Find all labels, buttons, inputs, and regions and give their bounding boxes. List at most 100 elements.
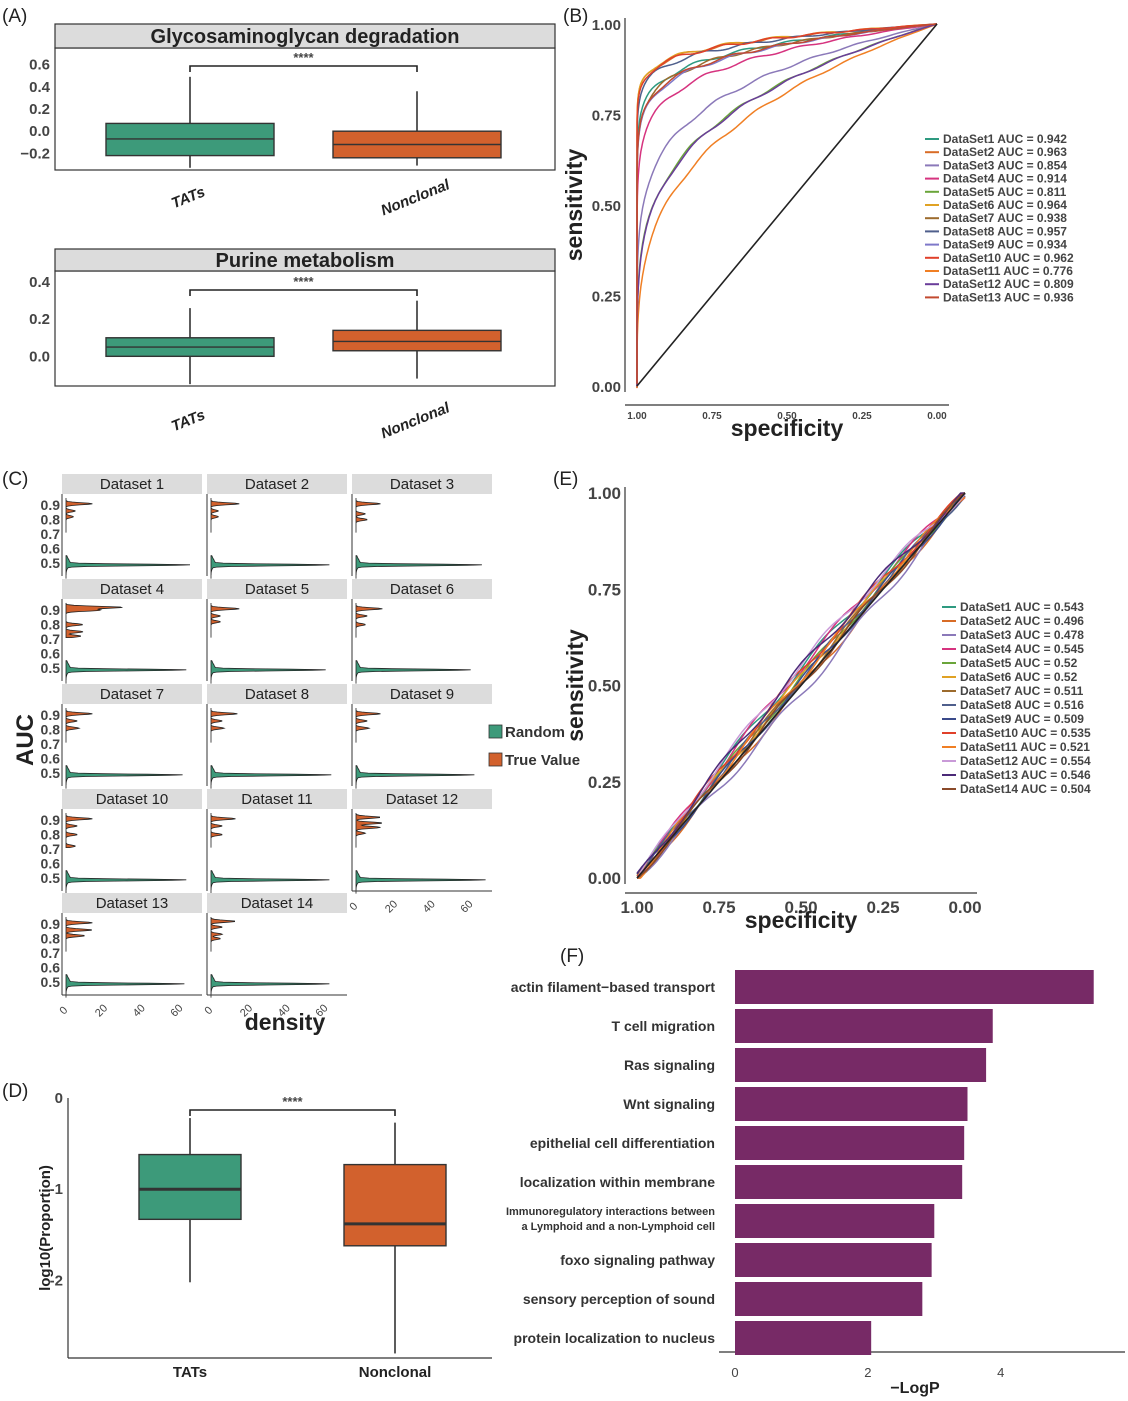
roc-curve-dataset-10 — [636, 23, 938, 386]
x-tick-label: 0.25 — [852, 411, 872, 422]
category-label: Immunoregulatory interactions between — [506, 1206, 715, 1218]
x-tick-label: 1.00 — [620, 898, 653, 917]
legend-entry: DataSet5 AUC = 0.811 — [943, 185, 1067, 199]
x-tick-label: 0 — [347, 900, 360, 913]
bar-9 — [735, 1282, 923, 1316]
facet-strip — [207, 893, 347, 913]
legend-entry: DataSet12 AUC = 0.554 — [960, 754, 1091, 768]
y-tick-label: −0.2 — [20, 145, 50, 162]
roc-curve-dataset-14 — [637, 492, 966, 879]
y-tick-label: 0.00 — [588, 869, 621, 888]
random-density-area — [210, 974, 330, 998]
random-density-area — [210, 555, 330, 579]
true-value-density-area — [210, 917, 235, 952]
panel-label-c: (C) — [2, 469, 28, 490]
y-tick-label: 0.25 — [592, 289, 621, 306]
legend-entry: DataSet12 AUC = 0.809 — [943, 277, 1074, 291]
legend-entry: DataSet3 AUC = 0.478 — [960, 628, 1084, 642]
roc-curve-dataset-13 — [636, 492, 966, 874]
y-tick-label: 0.7 — [41, 841, 61, 857]
significance-bracket — [189, 289, 418, 296]
x-tick-label: 0.50 — [777, 411, 797, 422]
random-density-area — [355, 765, 475, 789]
y-tick-label: 0.5 — [41, 974, 61, 990]
significance-stars: **** — [282, 1094, 303, 1109]
facet-strip — [352, 684, 492, 704]
y-tick-label: 0.8 — [41, 827, 61, 843]
box-tats — [138, 1153, 242, 1221]
legend-entry: DataSet10 AUC = 0.535 — [960, 726, 1091, 740]
roc-curve-dataset-3 — [636, 23, 938, 387]
y-tick-label: 0.7 — [41, 631, 61, 647]
y-tick-label: 0.9 — [41, 602, 61, 618]
y-tick-label: 0.6 — [41, 540, 61, 556]
facet-title: Dataset 13 — [96, 895, 169, 912]
y-tick-label: 0 — [55, 1090, 63, 1107]
y-axis-label: log10(Proportion) — [37, 1165, 54, 1291]
legend-entry: DataSet2 AUC = 0.496 — [960, 614, 1084, 628]
x-tick-label: 0.50 — [784, 898, 817, 917]
y-tick-label: 0.7 — [41, 736, 61, 752]
category-label: epithelial cell differentiation — [530, 1135, 715, 1151]
facet-title: Dataset 6 — [390, 581, 454, 598]
legend-entry: DataSet1 AUC = 0.942 — [943, 132, 1067, 146]
bar-6 — [735, 1165, 963, 1199]
legend-entry: DataSet14 AUC = 0.504 — [960, 782, 1091, 796]
legend-entry: DataSet7 AUC = 0.511 — [960, 684, 1084, 698]
roc-curve-dataset-12 — [636, 493, 966, 879]
legend-swatch — [488, 752, 503, 767]
random-density-area — [210, 660, 326, 684]
y-tick-label: 0.50 — [592, 198, 621, 215]
y-tick-label: 0.6 — [29, 57, 50, 74]
legend-entry: DataSet6 AUC = 0.964 — [943, 198, 1067, 212]
y-tick-label: 0.8 — [41, 931, 61, 947]
legend-entry: Random — [505, 724, 565, 741]
legend-entry: DataSet9 AUC = 0.509 — [960, 712, 1084, 726]
y-tick-label: 0.6 — [41, 750, 61, 766]
facet-strip — [207, 474, 347, 494]
legend-entry: DataSet3 AUC = 0.854 — [943, 158, 1067, 172]
facet-title: Dataset 5 — [245, 581, 309, 598]
legend-entry: DataSet13 AUC = 0.936 — [943, 290, 1074, 304]
x-tick-label: 60 — [458, 898, 475, 915]
true-value-density-area — [210, 603, 240, 638]
category-label: a Lymphoid and a non-Lymphoid cell — [521, 1221, 715, 1233]
panel-label-b: (B) — [563, 6, 588, 27]
legend-entry: DataSet13 AUC = 0.546 — [960, 768, 1091, 782]
facet-strip — [207, 684, 347, 704]
true-value-density-area — [355, 813, 382, 848]
x-tick-label: 60 — [168, 1002, 185, 1019]
category-label: foxo signaling pathway — [560, 1252, 715, 1268]
facet-strip — [62, 684, 202, 704]
true-value-density-area — [210, 813, 236, 848]
panel-b-roc-chart: 1.00 0.75 0.50 0.25 0.00 0.00 0.25 0.50 0.75 1.00… — [561, 17, 1074, 441]
category-label: sensory perception of sound — [523, 1291, 715, 1307]
y-tick-label: 0.6 — [41, 645, 61, 661]
panel-a-glycosaminoglycan-boxplot: Glycosaminoglycan degradation 0.6 0.4 0.2 0.… — [20, 23, 556, 219]
plot-title: Purine metabolism — [216, 250, 395, 272]
x-tick-label: 40 — [131, 1002, 148, 1019]
bar-5 — [735, 1126, 965, 1160]
random-density-area — [65, 765, 183, 789]
y-tick-label: 0.5 — [41, 660, 61, 676]
legend-entry: DataSet11 AUC = 0.776 — [943, 264, 1073, 278]
facet-title: Dataset 9 — [390, 686, 454, 703]
facet-title: Dataset 8 — [245, 686, 309, 703]
x-axis-label: −LogP — [890, 1380, 940, 1397]
true-value-density-area — [355, 498, 381, 533]
x-tick-label: 0.25 — [866, 898, 899, 917]
category-label: Ras signaling — [624, 1057, 715, 1073]
legend-entry: DataSet4 AUC = 0.545 — [960, 642, 1084, 656]
x-tick-label: 2 — [864, 1365, 871, 1380]
x-tick-label: 0.75 — [702, 898, 735, 917]
legend-entry: DataSet9 AUC = 0.934 — [943, 238, 1067, 252]
panel-f-bar-chart: actin filament−based transport T cell mig… — [506, 970, 1125, 1397]
legend-entry: DataSet8 AUC = 0.957 — [943, 224, 1067, 238]
x-tick-label: 0.75 — [702, 411, 722, 422]
legend-entry: DataSet4 AUC = 0.914 — [943, 172, 1067, 186]
facet-title: Dataset 1 — [100, 476, 164, 493]
facet-strip — [352, 579, 492, 599]
legend-entry: DataSet6 AUC = 0.52 — [960, 670, 1078, 684]
